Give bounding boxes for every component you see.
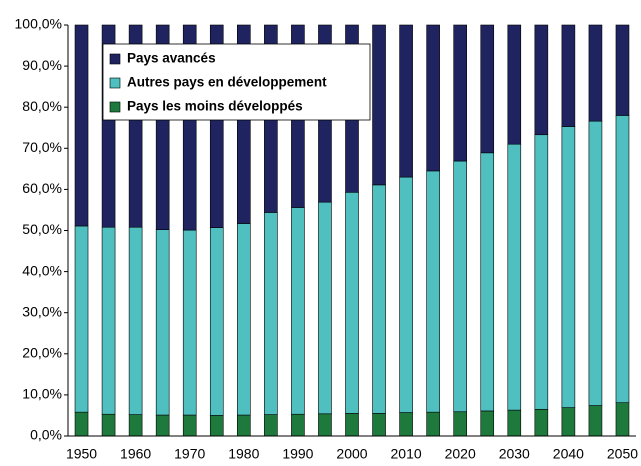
bar-segment <box>561 24 576 127</box>
bar-segment <box>480 24 495 154</box>
y-tick-label: 90,0% <box>22 57 62 73</box>
bar-segment <box>399 24 413 178</box>
bar-segment <box>534 408 549 437</box>
y-tick-label: 40,0% <box>22 262 62 278</box>
bar-segment <box>399 176 413 413</box>
legend: Pays avancés Autres pays en développement… <box>102 43 371 121</box>
y-tick-label: 30,0% <box>22 303 62 319</box>
x-tick-label: 1960 <box>120 446 151 462</box>
bar-segment <box>345 191 359 414</box>
bar-segment <box>291 207 305 415</box>
bar-segment <box>209 415 224 437</box>
bar-segment <box>507 143 522 411</box>
y-tick-label: 50,0% <box>22 221 62 237</box>
bar-segment <box>345 413 359 437</box>
bar-segment <box>507 24 522 145</box>
bar-segment <box>588 405 603 437</box>
bar-segment <box>426 411 440 437</box>
bar-segment <box>101 226 116 415</box>
x-tick-label: 2040 <box>553 446 584 462</box>
bar-segment <box>426 170 440 413</box>
legend-box <box>102 43 371 121</box>
bar-segment <box>318 201 332 415</box>
x-tick-label: 1990 <box>282 446 313 462</box>
bar-segment <box>209 227 224 416</box>
bar-segment <box>372 184 386 414</box>
bar-segment <box>101 413 116 437</box>
bar-segment <box>588 24 603 122</box>
bar-segment <box>480 410 495 437</box>
bar-segment <box>128 414 143 437</box>
bar-segment <box>74 24 89 227</box>
bar-segment <box>615 115 630 404</box>
bar-segment <box>399 412 413 437</box>
bar-segment <box>453 160 467 413</box>
bar-segment <box>291 413 305 437</box>
bar-segment <box>615 24 630 116</box>
x-tick-label: 2030 <box>499 446 530 462</box>
bar-segment <box>588 120 603 406</box>
y-tick-label: 10,0% <box>22 386 62 402</box>
bar-segment <box>426 24 440 172</box>
bar-segment <box>74 411 89 437</box>
x-tick-label: 1970 <box>174 446 205 462</box>
bar-segment <box>534 134 549 410</box>
bar-segment <box>155 229 170 416</box>
legend-label: Pays les moins développés <box>127 99 303 114</box>
legend-swatch <box>109 53 121 65</box>
bar-segment <box>182 229 197 416</box>
legend-swatch <box>109 101 121 113</box>
y-tick-label: 100,0% <box>15 16 62 32</box>
legend-label: Autres pays en développement <box>127 75 327 90</box>
y-tick-label: 70,0% <box>22 139 62 155</box>
x-tick-label: 1980 <box>228 446 259 462</box>
y-tick-label: 20,0% <box>22 345 62 361</box>
bar-segment <box>453 411 467 437</box>
bar-segment <box>264 414 278 437</box>
x-tick-label: 2000 <box>336 446 367 462</box>
y-tick-label: 0,0% <box>30 427 62 443</box>
bar-segment <box>615 402 630 437</box>
bar-segment <box>561 126 576 408</box>
bar-segment <box>182 414 197 437</box>
bar-segment <box>561 407 576 437</box>
bar-segment <box>372 413 386 437</box>
x-tick-label: 2020 <box>445 446 476 462</box>
bar-segment <box>237 223 251 416</box>
bar-segment <box>74 225 89 413</box>
bar-segment <box>264 212 278 415</box>
bar-segment <box>507 409 522 437</box>
bar-segment <box>155 414 170 437</box>
x-tick-label: 1950 <box>66 446 97 462</box>
bar-segment <box>237 414 251 437</box>
legend-swatch <box>109 77 121 89</box>
bar-segment <box>480 152 495 412</box>
x-tick-label: 2050 <box>607 446 638 462</box>
bar-segment <box>318 413 332 437</box>
bar-segment <box>372 24 386 186</box>
bar-segment <box>128 226 143 415</box>
y-tick-label: 60,0% <box>22 180 62 196</box>
bar-segment <box>453 24 467 162</box>
legend-label: Pays avancés <box>127 51 216 66</box>
x-tick-label: 2010 <box>391 446 422 462</box>
y-tick-label: 80,0% <box>22 98 62 114</box>
bar-segment <box>534 24 549 136</box>
